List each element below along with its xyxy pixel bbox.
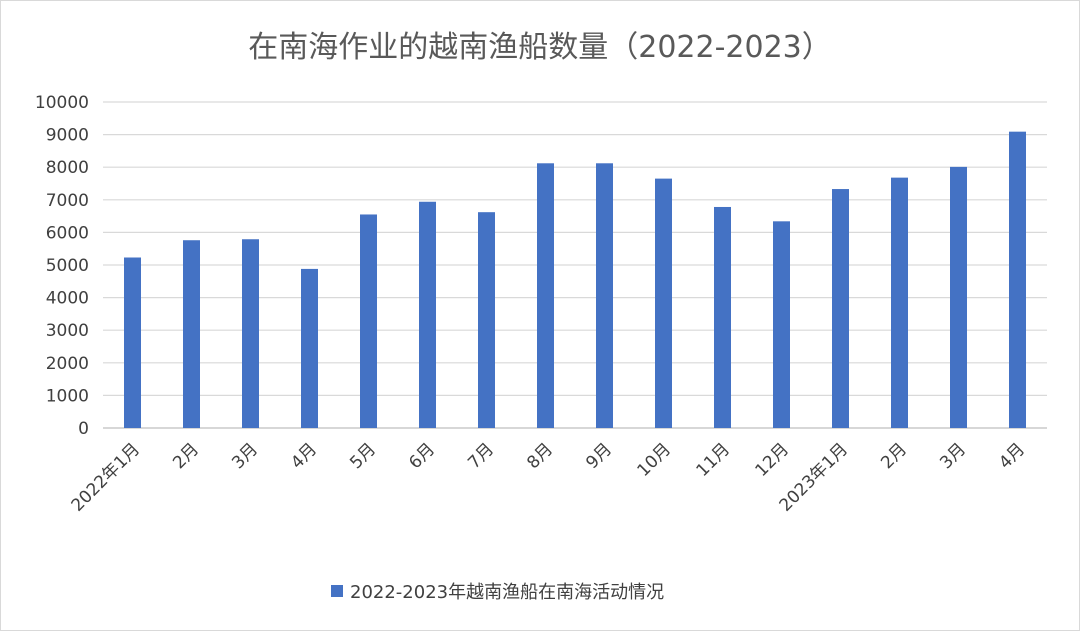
x-tick-label: 9月	[582, 439, 616, 473]
legend: 2022-2023年越南渔船在南海活动情况	[331, 582, 664, 603]
bar	[301, 268, 318, 428]
bar	[773, 221, 790, 428]
y-tick-label: 7000	[46, 191, 89, 211]
bar	[714, 206, 731, 428]
chart-title: 在南海作业的越南渔船数量（2022-2023）	[248, 30, 832, 65]
x-tick-label: 4月	[287, 439, 321, 473]
x-tick-label: 12月	[752, 439, 793, 480]
x-tick-label: 2月	[877, 439, 911, 473]
x-tick-label: 6月	[405, 439, 439, 473]
bar	[596, 163, 613, 428]
x-tick-label: 10月	[634, 439, 675, 480]
bar	[655, 178, 672, 428]
x-tick-label: 3月	[228, 439, 262, 473]
bar	[950, 166, 967, 428]
y-axis-tick-labels: 0 1000 2000 3000 4000 5000 6000 7000 8000 9000 100…	[35, 93, 89, 439]
bar	[360, 214, 377, 428]
x-tick-label: 2022年1月	[68, 439, 144, 515]
bar	[478, 212, 495, 428]
bar	[1009, 131, 1026, 428]
bar-series	[124, 131, 1026, 428]
y-tick-label: 10000	[35, 93, 89, 113]
x-tick-label: 7月	[464, 439, 498, 473]
y-tick-label: 0	[78, 419, 89, 439]
y-tick-label: 3000	[46, 321, 89, 341]
y-tick-label: 2000	[46, 354, 89, 374]
y-tick-label: 6000	[46, 223, 89, 243]
bar	[537, 163, 554, 428]
gridlines	[103, 101, 1047, 429]
legend-swatch	[331, 585, 343, 597]
legend-label: 2022-2023年越南渔船在南海活动情况	[350, 582, 664, 603]
bar	[183, 240, 200, 428]
bar	[419, 201, 436, 428]
y-tick-label: 4000	[46, 289, 89, 309]
y-tick-label: 8000	[46, 158, 89, 178]
bar	[242, 239, 259, 428]
x-tick-label: 3月	[936, 439, 970, 473]
x-tick-label: 2月	[169, 439, 203, 473]
y-tick-label: 1000	[46, 386, 89, 406]
bar	[832, 189, 849, 428]
y-tick-label: 5000	[46, 256, 89, 276]
x-tick-label: 8月	[523, 439, 557, 473]
bar	[891, 177, 908, 428]
x-tick-label: 11月	[693, 439, 734, 480]
y-tick-label: 9000	[46, 126, 89, 146]
x-tick-label: 4月	[995, 439, 1029, 473]
bar	[124, 257, 141, 428]
x-tick-label: 5月	[346, 439, 380, 473]
